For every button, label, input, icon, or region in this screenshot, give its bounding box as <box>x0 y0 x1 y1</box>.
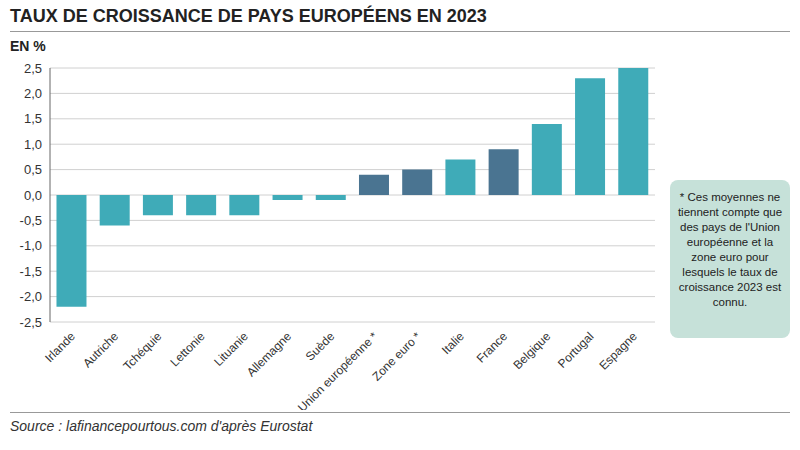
svg-text:Autriche: Autriche <box>80 329 121 370</box>
svg-text:-1,0: -1,0 <box>20 238 42 253</box>
svg-text:-0,5: -0,5 <box>20 213 42 228</box>
svg-text:Espagne: Espagne <box>596 329 640 373</box>
svg-text:-2,5: -2,5 <box>20 315 42 330</box>
svg-text:Portugal: Portugal <box>555 329 597 371</box>
html-text:* Ces moyennes ne tiennent com: * Ces moyennes ne tiennent compte que de… <box>677 191 783 308</box>
svg-text:Suède: Suède <box>303 329 338 364</box>
html-text:Source : lafinancepourtous.com: Source : lafinancepourtous.com d'après E… <box>10 418 313 434</box>
html-text:EN %: EN % <box>10 38 46 54</box>
svg-text:Belgique: Belgique <box>510 329 553 372</box>
svg-text:-2,0: -2,0 <box>20 289 42 304</box>
svg-text:Tchéquie: Tchéquie <box>121 329 165 373</box>
svg-text:2,5: 2,5 <box>24 61 42 76</box>
svg-text:Union européenne *: Union européenne * <box>295 329 381 410</box>
svg-text:Zone euro *: Zone euro * <box>369 329 423 383</box>
svg-text:0,0: 0,0 <box>24 188 42 203</box>
svg-text:0,5: 0,5 <box>24 162 42 177</box>
svg-text:2,0: 2,0 <box>24 86 42 101</box>
svg-text:Irlande: Irlande <box>42 329 78 365</box>
svg-text:1,0: 1,0 <box>24 137 42 152</box>
svg-text:1,5: 1,5 <box>24 111 42 126</box>
svg-text:Lettonie: Lettonie <box>168 329 208 369</box>
html-text:TAUX DE CROISSANCE DE PAYS EUR: TAUX DE CROISSANCE DE PAYS EUROPÉENS EN … <box>10 6 487 26</box>
svg-text:Allemagne: Allemagne <box>244 329 294 379</box>
svg-text:France: France <box>474 329 511 366</box>
svg-text:Lituanie: Lituanie <box>211 329 251 369</box>
svg-text:Italie: Italie <box>439 329 467 357</box>
svg-text:-1,5: -1,5 <box>20 264 42 279</box>
